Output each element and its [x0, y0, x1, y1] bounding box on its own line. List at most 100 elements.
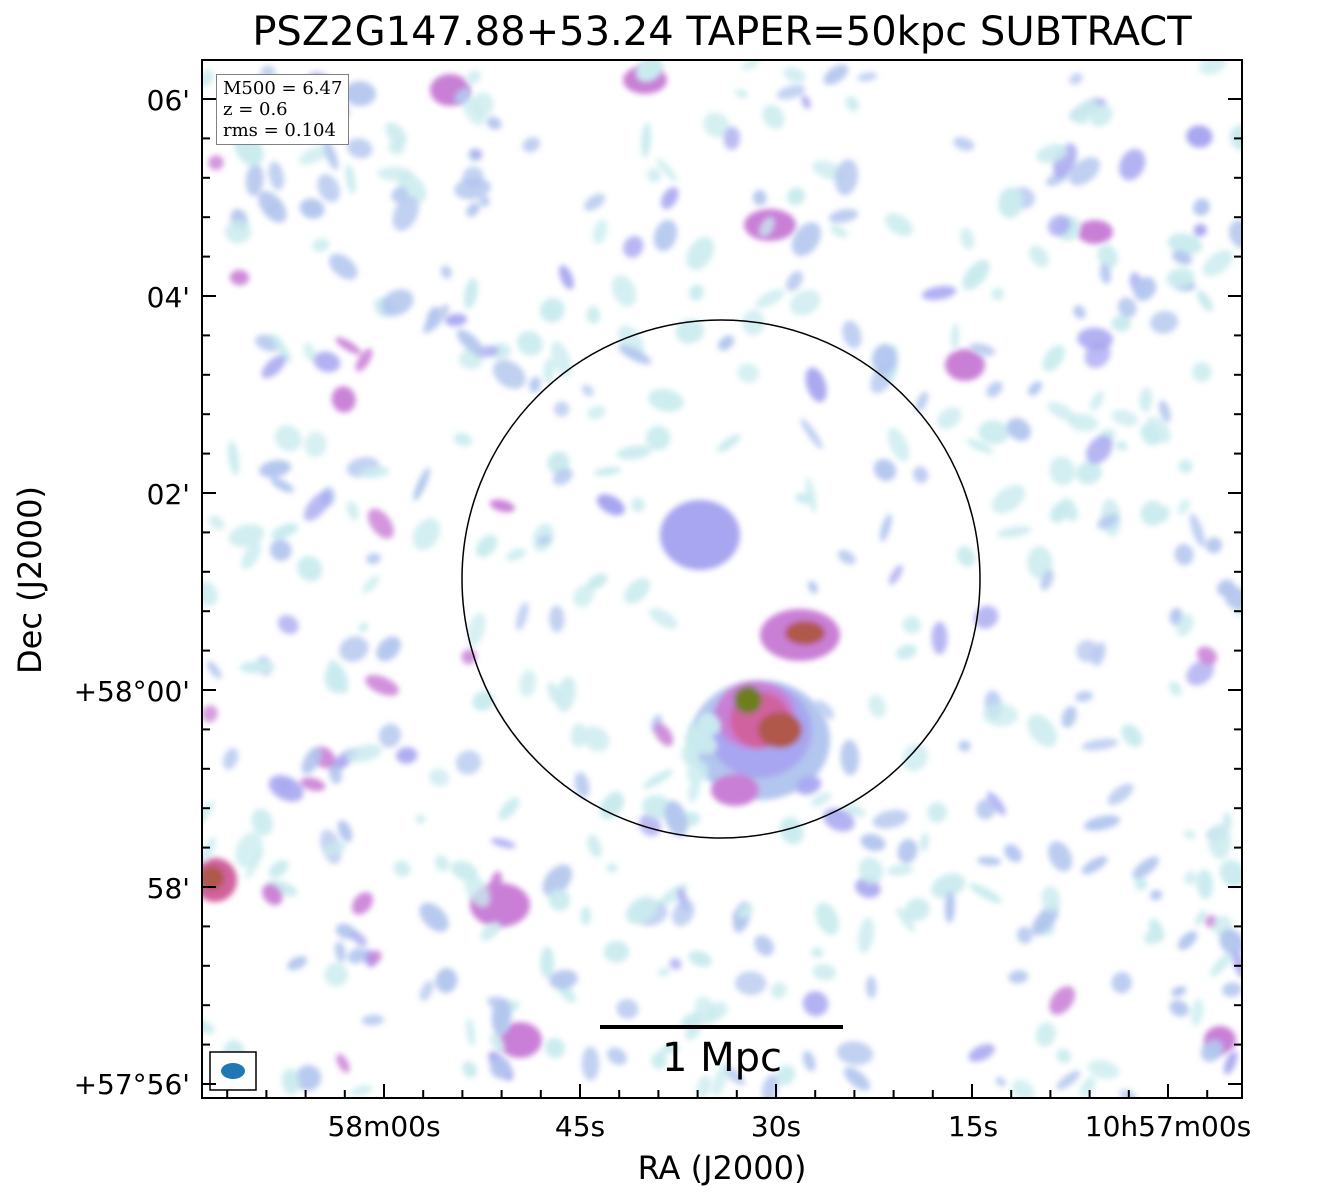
noise-blob: [559, 265, 574, 290]
noise-blob: [868, 694, 887, 718]
noise-blob: [606, 863, 618, 873]
noise-blob: [738, 904, 754, 919]
noise-blob: [931, 873, 966, 899]
noise-blob: [1132, 856, 1159, 879]
noise-blob: [689, 284, 704, 301]
noise-blob: [428, 768, 450, 787]
noise-blob: [1184, 870, 1197, 885]
noise-blob: [775, 1065, 796, 1086]
noise-blob: [1219, 859, 1242, 888]
noise-blob: [540, 946, 555, 979]
noise-blob: [1202, 249, 1234, 277]
noise-blob: [366, 553, 381, 565]
noise-blob: [1042, 344, 1065, 372]
noise-blob: [625, 896, 658, 925]
emission-blob: [498, 1022, 542, 1058]
noise-blob: [669, 958, 682, 970]
noise-blob: [810, 792, 832, 807]
noise-blob: [440, 265, 452, 279]
noise-blob: [328, 253, 358, 280]
noise-blob: [902, 616, 922, 634]
noise-blob: [779, 817, 804, 845]
noise-blob: [664, 800, 688, 837]
noise-blob: [635, 60, 664, 83]
noise-blob: [735, 89, 748, 99]
noise-blob: [287, 956, 308, 971]
noise-blob: [378, 723, 402, 748]
noise-blob: [258, 191, 287, 223]
noise-blob: [1076, 461, 1102, 485]
r500-circle: [461, 319, 981, 839]
noise-blob: [986, 791, 1006, 816]
noise-blob: [865, 975, 877, 999]
noise-blob: [758, 216, 776, 238]
noise-blob: [574, 772, 590, 798]
noise-blob: [1196, 646, 1218, 665]
noise-blob: [462, 166, 484, 189]
noise-blob: [978, 420, 1010, 445]
rms-label: rms = 0.104: [223, 120, 336, 141]
noise-blob: [1178, 459, 1193, 474]
m500-label: M500 = 6.47: [223, 78, 343, 99]
noise-blob: [1117, 297, 1137, 318]
noise-blob: [661, 187, 679, 210]
noise-blob: [1186, 659, 1215, 686]
noise-blob: [649, 608, 678, 629]
noise-blob: [1081, 855, 1108, 875]
noise-blob: [345, 164, 356, 195]
emission-tail: [711, 774, 759, 806]
noise-blob: [228, 523, 265, 548]
noise-blob: [840, 739, 860, 776]
noise-blob: [239, 661, 276, 674]
noise-blob: [453, 432, 473, 447]
emission-core-bright: [758, 712, 802, 748]
noise-blob: [887, 427, 910, 462]
noise-blob: [936, 407, 962, 430]
noise-blob: [299, 198, 325, 219]
noise-blob: [982, 703, 1019, 727]
noise-blob: [951, 323, 960, 350]
noise-blob: [377, 166, 414, 182]
noise-blob: [931, 621, 948, 655]
noise-blob: [1041, 886, 1061, 913]
noise-blob: [1167, 233, 1203, 256]
noise-blob: [522, 137, 541, 153]
noise-blob: [347, 947, 367, 964]
noise-blob: [587, 834, 602, 858]
noise-blob: [687, 779, 700, 803]
noise-blob: [301, 746, 322, 775]
noise-blob: [718, 335, 735, 351]
noise-blob: [376, 636, 401, 662]
noise-blob: [645, 425, 671, 451]
noise-blob: [592, 219, 608, 245]
noise-blob: [686, 236, 715, 271]
noise-blob: [761, 1074, 779, 1098]
noise-blob: [858, 917, 875, 954]
noise-blob: [337, 820, 353, 843]
emission-edge-peak: [202, 866, 224, 890]
noise-blob: [858, 857, 884, 885]
noise-blob: [547, 681, 561, 705]
noise-blob: [755, 289, 785, 309]
noise-blob: [810, 947, 824, 958]
noise-blob: [586, 573, 608, 590]
noise-blob: [584, 193, 606, 211]
noise-blob: [1140, 500, 1165, 526]
noise-blob: [1036, 144, 1068, 163]
noise-blob: [814, 700, 835, 720]
noise-blob: [506, 548, 526, 561]
noise-blob: [328, 764, 343, 785]
emission-blob: [1077, 220, 1113, 244]
noise-blob: [1069, 73, 1083, 85]
noise-blob: [897, 838, 918, 864]
noise-blob: [845, 96, 859, 112]
noise-blob: [696, 1075, 712, 1098]
noise-blob: [339, 636, 369, 662]
x-tick-label: 45s: [554, 1110, 606, 1143]
noise-blob: [1016, 926, 1033, 944]
noise-blob: [355, 348, 373, 372]
noise-blob: [229, 269, 250, 286]
noise-blob: [1056, 1070, 1081, 1090]
noise-blob: [712, 1061, 729, 1097]
noise-blob: [944, 891, 955, 924]
